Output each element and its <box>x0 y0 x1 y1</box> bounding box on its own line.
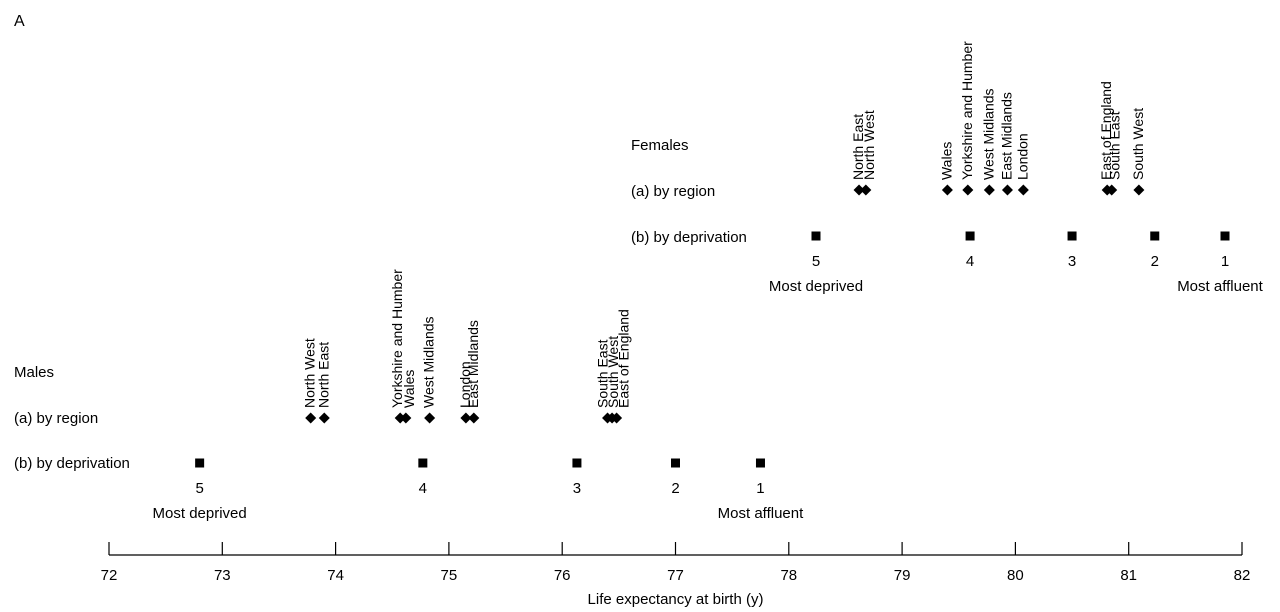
quintile-label: 1 <box>1221 253 1229 270</box>
deprivation-marker <box>418 458 428 468</box>
x-axis-title: Life expectancy at birth (y) <box>588 591 764 608</box>
region-label: Yorkshire and Humber <box>389 269 405 408</box>
region-label: North East <box>315 342 331 408</box>
x-tick-label: 76 <box>554 567 571 584</box>
region-label: South West <box>605 336 621 408</box>
region-label: East Midlands <box>998 92 1014 180</box>
region-label: East Midlands <box>465 320 481 408</box>
deprivation-marker <box>811 231 821 241</box>
deprivation-marker <box>755 458 765 468</box>
x-axis-ticks: 72 73 74 75 76 77 78 79 80 81 82 <box>101 542 1251 584</box>
deprivation-marker <box>195 458 205 468</box>
males-region-row-label: (a) by region <box>14 410 98 427</box>
region-label: North West <box>861 110 877 180</box>
region-label: West Midlands <box>980 88 996 180</box>
region-label: Wales <box>938 142 954 180</box>
x-tick-label: 75 <box>441 567 458 584</box>
females-most-deprived-label: Most deprived <box>769 278 863 295</box>
females-group: Females (a) by region (b) by deprivation… <box>631 41 1264 295</box>
x-tick-label: 79 <box>894 567 911 584</box>
quintile-label: 1 <box>756 480 764 497</box>
females-region-row-label: (a) by region <box>631 183 715 200</box>
region-label: Yorkshire and Humber <box>959 41 975 180</box>
deprivation-marker <box>1067 231 1077 241</box>
region-marker <box>1106 184 1118 196</box>
quintile-label: 4 <box>419 480 427 497</box>
x-tick-label: 72 <box>101 567 118 584</box>
deprivation-marker <box>572 458 582 468</box>
quintile-label: 5 <box>195 480 203 497</box>
females-deprivation-marks: 5 4 3 2 1 <box>811 231 1230 270</box>
region-label: London <box>1014 133 1030 180</box>
x-tick-label: 73 <box>214 567 231 584</box>
region-label: West Midlands <box>421 316 437 408</box>
region-label: South West <box>1130 108 1146 180</box>
panel-label: A <box>14 13 25 30</box>
deprivation-marker <box>671 458 680 468</box>
males-most-deprived-label: Most deprived <box>153 505 247 522</box>
region-label: South East <box>1107 111 1123 180</box>
males-title: Males <box>14 364 54 381</box>
region-marker <box>853 184 865 196</box>
males-most-affluent-label: Most affluent <box>718 505 804 522</box>
region-label: East of England <box>616 309 632 408</box>
x-tick-label: 80 <box>1007 567 1024 584</box>
females-deprivation-row-label: (b) by deprivation <box>631 229 747 246</box>
region-label: North East <box>850 114 866 180</box>
x-tick-label: 74 <box>327 567 344 584</box>
region-label: East of England <box>1098 81 1114 180</box>
x-tick-label: 77 <box>667 567 684 584</box>
region-label: Wales <box>401 370 417 408</box>
region-marker <box>468 412 480 424</box>
quintile-label: 2 <box>1151 253 1159 270</box>
region-label: London <box>457 361 473 408</box>
quintile-label: 4 <box>966 253 974 270</box>
region-marker <box>305 412 317 424</box>
quintile-label: 2 <box>671 480 679 497</box>
region-label: North West <box>302 338 318 408</box>
region-marker <box>460 412 472 424</box>
region-marker <box>860 184 872 196</box>
region-marker <box>1001 184 1013 196</box>
quintile-label: 3 <box>573 480 581 497</box>
region-marker <box>983 184 995 196</box>
region-label: South East <box>595 339 611 408</box>
region-marker <box>424 412 436 424</box>
x-tick-label: 82 <box>1234 567 1251 584</box>
region-marker <box>962 184 974 196</box>
males-group: Males (a) by region (b) by deprivation N… <box>14 269 804 522</box>
females-most-affluent-label: Most affluent <box>1177 278 1263 295</box>
deprivation-marker <box>1150 231 1160 241</box>
x-tick-label: 78 <box>780 567 797 584</box>
deprivation-marker <box>1220 231 1230 241</box>
females-title: Females <box>631 137 689 154</box>
region-marker <box>1133 184 1145 196</box>
region-marker <box>318 412 330 424</box>
x-tick-label: 81 <box>1120 567 1137 584</box>
region-marker <box>941 184 953 196</box>
deprivation-marker <box>965 231 975 241</box>
quintile-label: 3 <box>1068 253 1076 270</box>
males-deprivation-marks: 5 4 3 2 1 <box>195 458 765 497</box>
males-deprivation-row-label: (b) by deprivation <box>14 455 130 472</box>
region-marker <box>611 412 623 424</box>
region-marker <box>1017 184 1029 196</box>
quintile-label: 5 <box>812 253 820 270</box>
region-marker <box>394 412 406 424</box>
region-marker <box>400 412 412 424</box>
